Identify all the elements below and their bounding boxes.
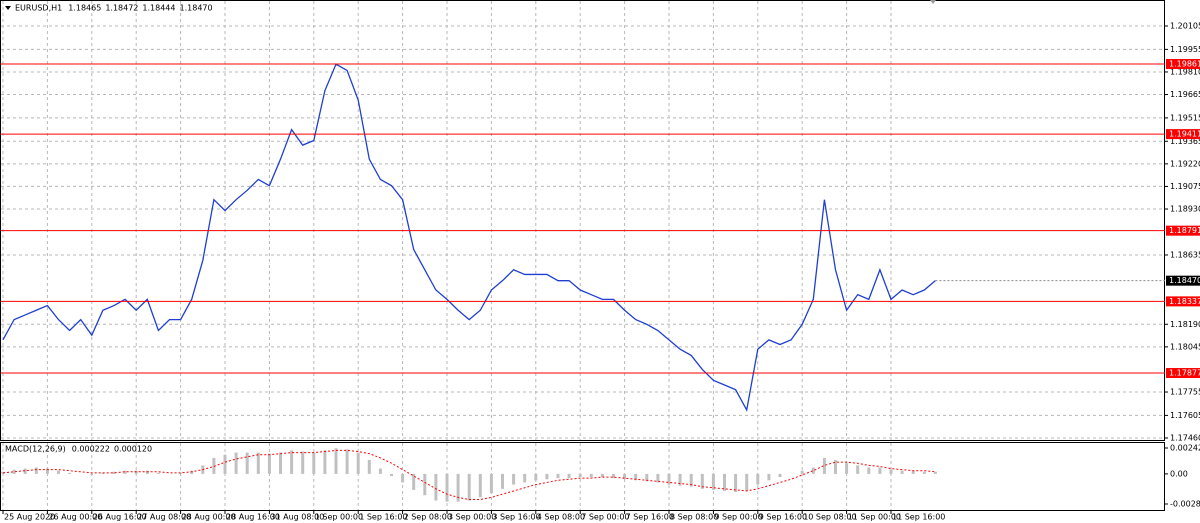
y-tick-label: 1.19955 [1170, 45, 1200, 54]
macd-panel [0, 442, 1165, 511]
menu-arrow[interactable] [5, 6, 11, 10]
y-tick-label: 1.17605 [1170, 411, 1200, 420]
header-value: 1.18465 [68, 4, 101, 13]
x-tick-label: 9 Sep 00:00 [714, 513, 762, 522]
x-tick-label: 26 Aug 16:00 [93, 513, 147, 522]
x-tick-label: 4 Sep 08:00 [537, 513, 585, 522]
level-label-box [1166, 225, 1200, 236]
header-value: 1.18444 [142, 4, 175, 13]
header-value: 1.18472 [105, 4, 138, 13]
y-tick-label: 1.19075 [1170, 182, 1200, 191]
shift-marker [930, 0, 936, 4]
level-label-box [1166, 368, 1200, 379]
y-tick-label: -0.002822 [1170, 499, 1200, 508]
y-tick-label: 1.19365 [1170, 137, 1200, 146]
y-tick-label: 1.17460 [1170, 433, 1200, 442]
y-tick-label: 1.19515 [1170, 113, 1200, 122]
x-tick-label: 1 Sep 00:00 [315, 513, 363, 522]
x-tick-label: 31 Aug 08:00 [270, 513, 324, 522]
y-tick-label: 1.18635 [1170, 250, 1200, 259]
y-tick-label: 0.00 [1170, 469, 1188, 478]
x-tick-label: 3 Sep 16:00 [492, 513, 540, 522]
level-label: 1.18791 [1169, 226, 1200, 235]
x-tick-label: 25 Aug 2020 [4, 513, 55, 522]
y-tick-label: 0.002429 [1170, 443, 1200, 452]
level-label: 1.19411 [1169, 130, 1200, 139]
level-label: 1.17877 [1169, 369, 1200, 378]
x-tick-label: 7 Sep 00:00 [581, 513, 629, 522]
x-tick-label: 28 Aug 16:00 [226, 513, 280, 522]
x-tick-label: 28 Aug 00:00 [182, 513, 236, 522]
level-label-box [1166, 59, 1200, 70]
chart-title: EURUSD,H1 [15, 4, 62, 13]
header-value: 0.000120 [114, 445, 152, 454]
x-tick-label: 1 Sep 16:00 [359, 513, 407, 522]
y-tick-label: 1.19665 [1170, 90, 1200, 99]
last-price-label: 1.18470 [1169, 276, 1200, 285]
level-label: 1.19861 [1169, 60, 1200, 69]
main-panel [0, 0, 1165, 441]
x-tick-label: 11 Sep 16:00 [892, 513, 945, 522]
y-tick-label: 1.17755 [1170, 388, 1200, 397]
y-tick-label: 1.20105 [1170, 22, 1200, 31]
header-value: 1.18470 [180, 4, 213, 13]
chart-title: MACD(12,26,9) [5, 445, 66, 454]
x-tick-label: 10 Sep 08:00 [803, 513, 856, 522]
x-tick-label: 11 Sep 00:00 [848, 513, 901, 522]
y-tick-label: 1.18045 [1170, 342, 1200, 351]
x-tick-label: 2 Sep 08:00 [404, 513, 452, 522]
price-line [2, 63, 936, 412]
x-tick-label: 7 Sep 16:00 [626, 513, 674, 522]
x-tick-label: 9 Sep 16:00 [759, 513, 807, 522]
header-value: 0.000222 [72, 445, 110, 454]
y-tick-label: 1.18930 [1170, 205, 1200, 214]
x-tick-label: 27 Aug 08:00 [137, 513, 191, 522]
y-tick-label: 1.18190 [1170, 320, 1200, 329]
x-tick-label: 26 Aug 00:00 [48, 513, 102, 522]
x-tick-label: 8 Sep 08:00 [670, 513, 718, 522]
signal-line [2, 449, 936, 500]
y-tick-label: 1.19810 [1170, 67, 1200, 76]
x-tick-label: 3 Sep 00:00 [448, 513, 496, 522]
level-label-box [1166, 296, 1200, 307]
y-tick-label: 1.19220 [1170, 159, 1200, 168]
level-label-box [1166, 129, 1200, 140]
last-price-box [1166, 275, 1200, 286]
level-label: 1.18337 [1169, 297, 1200, 306]
